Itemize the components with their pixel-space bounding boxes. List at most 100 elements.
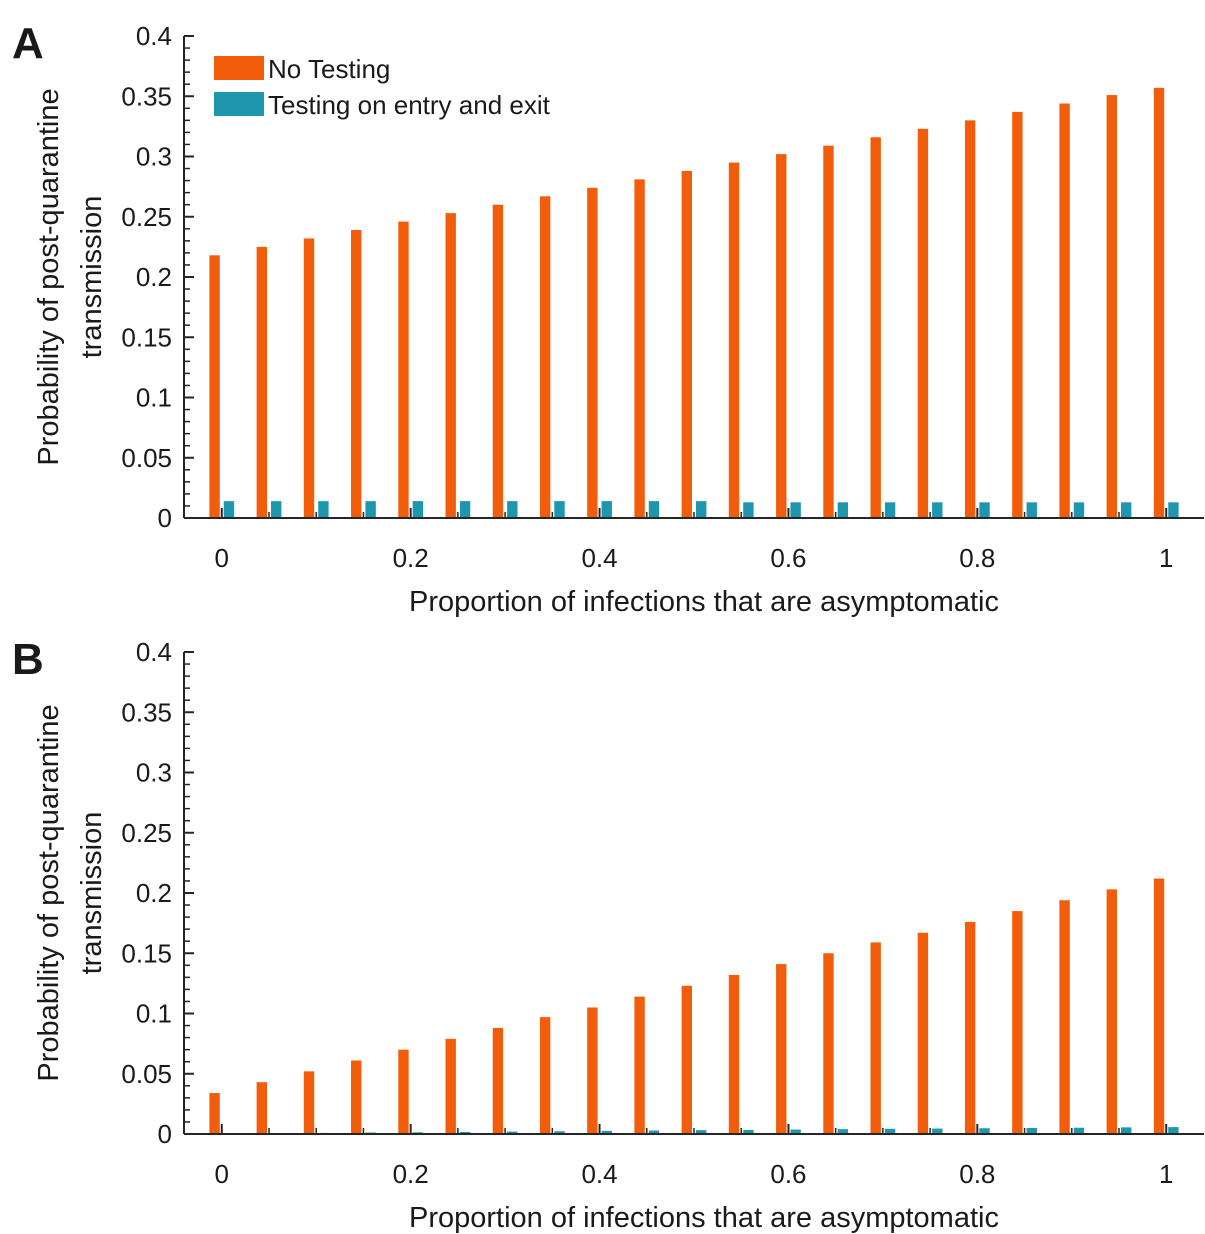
bar-testing-17 [1026,1127,1037,1134]
x-axis-label: Proportion of infections that are asympt… [409,586,999,618]
bar-testing-7 [554,501,565,518]
x-tick-label-0: 0 [215,1159,229,1189]
bar-testing-12 [790,1129,801,1134]
y-tick-label-1: 0.05 [121,1059,172,1089]
bar-no-testing-17 [1012,911,1023,1134]
x-tick-label-3: 0.6 [770,543,806,573]
bar-testing-19 [1121,1127,1132,1134]
legend: No Testing Testing on entry and exit [214,54,551,120]
bar-no-testing-15 [917,932,929,1134]
x-tick-label-2: 0.4 [581,1159,617,1189]
bar-testing-10 [696,1130,707,1134]
x-tick-label-1: 0.2 [393,543,429,573]
bar-no-testing-13 [823,145,834,518]
bar-no-testing-0 [209,1093,220,1134]
bar-no-testing-1 [256,1082,267,1134]
bar-no-testing-6 [492,1027,504,1134]
bar-testing-13 [837,1129,849,1134]
x-tick-label-0: 0 [215,543,229,573]
bar-testing-20 [1168,1127,1179,1134]
bar-testing-11 [743,1129,754,1134]
y-tick-label-4: 0.2 [136,262,172,292]
y-ticks: 0 0.05 0.1 0.15 0.2 0.25 0.3 0.35 0.4 [121,21,194,533]
y-axis-label-line-1: Probability of post-quarantine [33,88,65,465]
bar-no-testing-7 [539,1017,551,1134]
bar-testing-1 [271,501,282,518]
bar-testing-6 [507,501,518,518]
y-tick-label-1: 0.05 [121,443,172,473]
legend-label-0: No Testing [268,54,390,84]
bar-testing-14 [884,1128,896,1134]
bar-no-testing-19 [1106,95,1117,519]
x-tick-label-4: 0.8 [959,543,995,573]
bar-testing-13 [837,502,849,518]
y-tick-label-2: 0.1 [136,999,172,1029]
bar-no-testing-16 [964,921,976,1134]
y-tick-label-8: 0.4 [136,637,172,667]
x-tick-label-4: 0.8 [959,1159,995,1189]
y-tick-label-5: 0.25 [121,202,172,232]
y-tick-label-7: 0.35 [121,81,172,111]
bar-testing-9 [648,501,660,518]
panel-label: B [12,635,44,684]
bar-no-testing-4 [398,221,409,518]
y-tick-label-6: 0.3 [136,758,172,788]
bar-no-testing-9 [634,996,645,1134]
panel-a: A 0 0.05 0.1 0.15 0.2 0.25 0.3 0.35 0.4 0 0.2 0.4 0.6… [12,19,1204,618]
bar-no-testing-16 [964,120,976,518]
bar-no-testing-13 [823,953,834,1134]
y-tick-label-4: 0.2 [136,878,172,908]
bar-no-testing-11 [728,974,740,1134]
x-tick-label-2: 0.4 [581,543,617,573]
bar-no-testing-10 [681,985,692,1134]
y-axis-label-line-1: Probability of post-quarantine [33,704,65,1081]
bar-testing-8 [601,501,612,518]
bar-no-testing-15 [917,128,929,519]
bar-no-testing-5 [445,1038,456,1134]
bar-testing-10 [696,501,707,518]
bar-no-testing-4 [398,1049,409,1134]
y-tick-label-0: 0 [158,1119,172,1149]
bar-testing-19 [1121,502,1132,518]
y-tick-label-2: 0.1 [136,383,172,413]
bar-no-testing-14 [870,942,881,1134]
bar-no-testing-6 [492,204,504,518]
y-tick-label-6: 0.3 [136,142,172,172]
x-tick-label-1: 0.2 [393,1159,429,1189]
bar-testing-5 [459,1131,471,1134]
x-ticks: 0 0.2 0.4 0.6 0.8 1 [215,1124,1173,1189]
legend-swatch-1 [214,92,264,116]
x-tick-label-5: 1 [1159,543,1173,573]
bar-no-testing-5 [445,213,456,518]
bar-no-testing-17 [1012,111,1023,518]
bar-testing-3 [365,501,376,518]
bar-no-testing-11 [728,162,740,518]
y-tick-label-0: 0 [158,503,172,533]
bar-no-testing-3 [351,230,362,518]
bar-testing-15 [932,502,943,518]
bar-no-testing-20 [1153,87,1165,518]
y-tick-label-3: 0.15 [121,938,172,968]
bar-no-testing-20 [1153,878,1165,1134]
bar-no-testing-1 [256,246,267,519]
bar-testing-20 [1168,502,1179,518]
x-tick-label-5: 1 [1159,1159,1173,1189]
bar-no-testing-12 [776,154,787,518]
bar-testing-4 [412,501,424,518]
y-ticks: 0 0.05 0.1 0.15 0.2 0.25 0.3 0.35 0.4 [121,637,194,1149]
bar-testing-7 [554,1131,565,1134]
panel-label: A [12,19,44,68]
bar-testing-9 [648,1130,660,1134]
bar-no-testing-18 [1059,103,1070,518]
y-tick-label-8: 0.4 [136,21,172,51]
bar-testing-0 [223,501,235,518]
legend-label-1: Testing on entry and exit [268,90,551,120]
bar-no-testing-7 [539,196,551,518]
x-ticks: 0 0.2 0.4 0.6 0.8 1 [215,508,1173,573]
bar-testing-12 [790,502,801,518]
bar-no-testing-8 [587,1007,598,1134]
legend-swatch-0 [214,56,264,80]
bar-no-testing-18 [1059,900,1070,1134]
bar-no-testing-2 [303,238,315,518]
